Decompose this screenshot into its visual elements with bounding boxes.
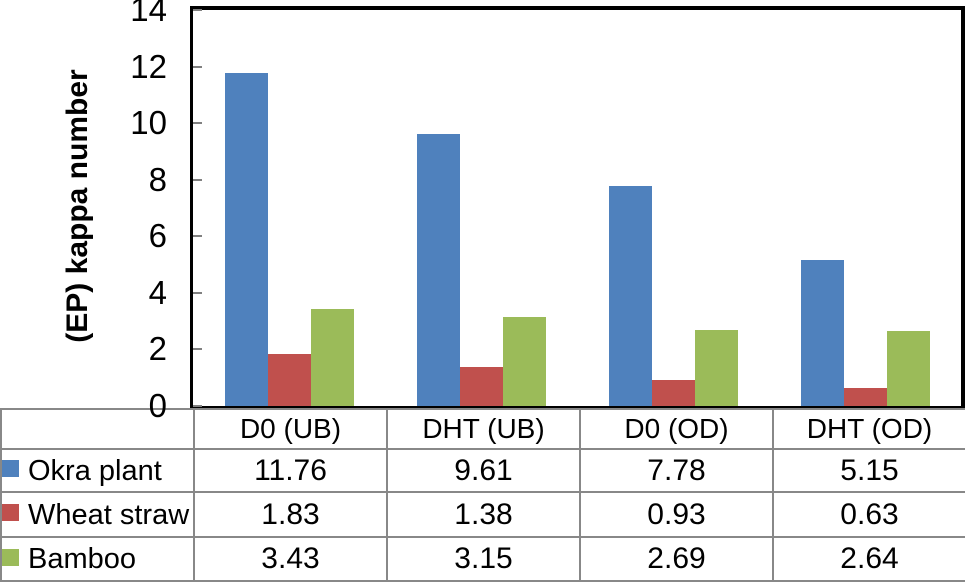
value-cell: 1.83 [193, 491, 388, 538]
table-row-okra-plant: Okra plant 11.76 9.61 7.78 5.15 [0, 448, 965, 493]
value-cell: 0.93 [579, 491, 774, 538]
y-tick-label: 10 [130, 104, 167, 141]
bar-okra-plant-d0-ub [225, 73, 268, 406]
data-table: D0 (UB) DHT (UB) D0 (OD) DHT (OD) Okra p… [0, 408, 965, 582]
value-cell: 3.15 [386, 536, 581, 582]
value-cell: 0.63 [772, 491, 965, 538]
legend-label-okra-plant: Okra plant [28, 454, 162, 487]
bar-wheat-straw-d0-ub [268, 354, 311, 406]
y-tick-mark [193, 348, 202, 350]
category-header-dht-od: DHT (OD) [772, 408, 965, 450]
y-tick-mark [193, 122, 202, 124]
y-tick-label: 14 [130, 0, 167, 28]
bar-bamboo-d0-od [695, 330, 738, 406]
y-tick-mark [193, 179, 202, 181]
y-tick-mark [193, 292, 202, 294]
legend-cell-okra-plant: Okra plant [0, 448, 195, 493]
plot-area [190, 6, 965, 409]
legend-cell-wheat-straw: Wheat straw [0, 491, 195, 538]
bar-okra-plant-dht-od [801, 260, 844, 406]
value-cell: 3.43 [193, 536, 388, 582]
table-header-row: D0 (UB) DHT (UB) D0 (OD) DHT (OD) [0, 408, 965, 450]
y-tick-label: 0 [148, 387, 167, 424]
bar-wheat-straw-d0-od [652, 380, 695, 406]
legend-cell-bamboo: Bamboo [0, 536, 195, 582]
legend-swatch-wheat-straw-icon [3, 504, 19, 522]
y-tick-label: 8 [148, 161, 167, 198]
value-cell: 2.69 [579, 536, 774, 582]
bar-okra-plant-dht-ub [417, 134, 460, 406]
y-tick-label: 12 [130, 48, 167, 85]
y-tick-mark [193, 235, 202, 237]
bar-wheat-straw-dht-ub [460, 367, 503, 406]
bar-bamboo-d0-ub [311, 309, 354, 406]
table-row-bamboo: Bamboo 3.43 3.15 2.69 2.64 [0, 536, 965, 582]
value-cell: 5.15 [772, 448, 965, 493]
y-tick-mark [193, 405, 202, 407]
bar-okra-plant-d0-od [609, 186, 652, 406]
value-cell: 7.78 [579, 448, 774, 493]
legend-swatch-bamboo-icon [3, 548, 19, 566]
value-cell: 2.64 [772, 536, 965, 582]
y-tick-label: 2 [148, 330, 167, 367]
bar-bamboo-dht-od [887, 331, 930, 406]
value-cell: 9.61 [386, 448, 581, 493]
bar-bamboo-dht-ub [503, 317, 546, 406]
legend-swatch-okra-plant-icon [3, 460, 19, 478]
y-tick-mark [193, 66, 202, 68]
category-header-d0-od: D0 (OD) [579, 408, 774, 450]
table-corner-cell [0, 408, 195, 450]
table-row-wheat-straw: Wheat straw 1.83 1.38 0.93 0.63 [0, 491, 965, 538]
y-tick-label: 4 [148, 274, 167, 311]
value-cell: 11.76 [193, 448, 388, 493]
value-cell: 1.38 [386, 491, 581, 538]
y-tick-label: 6 [148, 217, 167, 254]
legend-label-wheat-straw: Wheat straw [28, 498, 190, 531]
category-header-d0-ub: D0 (UB) [193, 408, 388, 450]
category-header-dht-ub: DHT (UB) [386, 408, 581, 450]
legend-label-bamboo: Bamboo [28, 542, 137, 575]
bar-wheat-straw-dht-od [844, 388, 887, 406]
y-tick-mark [193, 9, 202, 11]
